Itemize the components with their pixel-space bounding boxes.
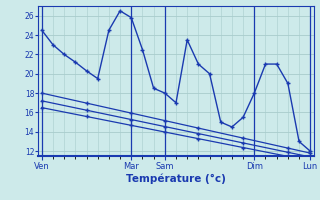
X-axis label: Température (°c): Température (°c) [126, 173, 226, 184]
